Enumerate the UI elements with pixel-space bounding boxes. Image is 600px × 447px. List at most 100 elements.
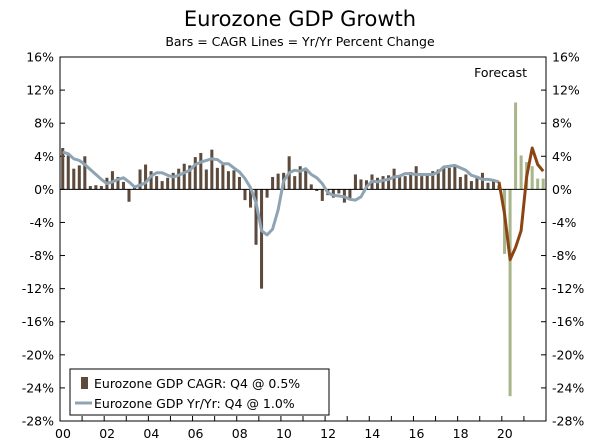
y-tick-label-left: -8% xyxy=(30,248,54,263)
x-tick-label: 06 xyxy=(188,426,204,441)
cagr-bar xyxy=(237,176,241,190)
cagr-bar xyxy=(425,173,429,190)
cagr-bar xyxy=(353,174,357,190)
cagr-bar xyxy=(77,165,81,190)
cagr-bar xyxy=(254,189,258,245)
cagr-bar xyxy=(260,189,264,289)
cagr-bar xyxy=(315,189,319,192)
cagr-bar xyxy=(221,164,225,190)
cagr-bar xyxy=(398,176,402,190)
cagr-bar xyxy=(304,169,308,190)
cagr-bar xyxy=(155,176,159,190)
cagr-bar xyxy=(464,174,468,190)
y-tick-label-left: -20% xyxy=(22,347,54,362)
cagr-bar xyxy=(514,102,518,190)
x-tick-label: 20 xyxy=(497,426,513,441)
y-tick-label-left: 0% xyxy=(34,182,54,197)
cagr-bar xyxy=(276,173,280,190)
chart-subtitle: Bars = CAGR Lines = Yr/Yr Percent Change xyxy=(165,34,435,49)
cagr-bar xyxy=(381,176,385,190)
cagr-bar xyxy=(248,189,253,208)
cagr-bar xyxy=(232,170,236,190)
legend-line-label: Eurozone GDP Yr/Yr: Q4 @ 1.0% xyxy=(94,396,295,411)
cagr-bar xyxy=(127,189,131,202)
yoy-line-historical xyxy=(62,150,500,237)
cagr-bar xyxy=(265,189,269,198)
y-tick-label-right: 4% xyxy=(552,149,572,164)
cagr-bar xyxy=(298,166,302,190)
y-tick-label-left: 12% xyxy=(26,83,54,98)
cagr-bar xyxy=(403,176,407,190)
x-tick-label: 02 xyxy=(99,426,115,441)
y-tick-label-right: 16% xyxy=(552,50,580,65)
cagr-bar xyxy=(66,155,70,190)
cagr-bar xyxy=(436,169,440,190)
forecast-label: Forecast xyxy=(474,65,527,80)
x-tick-label: 04 xyxy=(143,426,159,441)
y-tick-label-left: 4% xyxy=(34,149,54,164)
cagr-bar xyxy=(331,189,335,198)
cagr-bar xyxy=(486,182,490,190)
cagr-bar xyxy=(491,180,496,190)
y-tick-label-right: 0% xyxy=(552,182,572,197)
cagr-bar xyxy=(177,168,181,190)
cagr-bar xyxy=(61,148,65,190)
cagr-bar xyxy=(469,181,473,190)
y-tick-label-right: -4% xyxy=(552,215,576,230)
y-axis-left: 16% 12% 8% 4% 0% -4% -8% -12% -16% -20% -24% -28% xyxy=(22,50,65,429)
cagr-bar xyxy=(121,181,126,190)
cagr-bar xyxy=(193,157,197,190)
y-tick-label-left: -28% xyxy=(22,414,54,429)
cagr-bar xyxy=(458,176,462,190)
cagr-bar xyxy=(226,171,230,190)
y-tick-label-right: -24% xyxy=(552,380,584,395)
legend-bar-label: Eurozone GDP CAGR: Q4 @ 0.5% xyxy=(94,376,300,391)
yoy-line xyxy=(62,146,545,262)
cagr-bar xyxy=(447,167,451,190)
y-tick-label-right: -28% xyxy=(552,414,584,429)
y-tick-label-right: -8% xyxy=(552,248,576,263)
y-tick-label-right: -16% xyxy=(552,314,584,329)
x-tick-label: 08 xyxy=(232,426,248,441)
cagr-bar xyxy=(530,166,534,190)
cagr-bar xyxy=(94,185,98,190)
cagr-bar xyxy=(243,189,247,201)
cagr-bar xyxy=(442,166,446,190)
cagr-bar xyxy=(309,184,313,190)
cagr-bar xyxy=(215,167,219,190)
cagr-bar xyxy=(376,177,380,190)
cagr-bar xyxy=(392,168,396,190)
x-tick-label: 00 xyxy=(55,426,71,441)
cagr-bar xyxy=(210,149,214,190)
y-tick-label-left: 8% xyxy=(34,116,54,131)
yoy-line-forecast xyxy=(497,146,545,262)
cagr-bar xyxy=(116,176,120,190)
legend-box xyxy=(69,368,330,416)
cagr-bar xyxy=(171,172,175,190)
x-tick-label: 14 xyxy=(364,426,380,441)
y-tick-label-right: -12% xyxy=(552,281,584,296)
cagr-bar xyxy=(199,152,203,190)
x-tick-label: 16 xyxy=(409,426,425,441)
cagr-bar xyxy=(83,156,87,190)
y-tick-label-left: -24% xyxy=(22,380,54,395)
cagr-bar xyxy=(475,176,479,190)
x-tick-label: 12 xyxy=(320,426,336,441)
cagr-bar xyxy=(182,163,186,190)
cagr-bar xyxy=(144,164,148,190)
x-axis: 00 02 04 06 08 10 12 14 16 18 20 xyxy=(55,416,547,441)
cagr-bar xyxy=(480,172,484,190)
cagr-bar xyxy=(160,181,164,190)
cagr-bar xyxy=(508,189,512,397)
x-tick-label: 10 xyxy=(276,426,292,441)
y-tick-label-left: -16% xyxy=(22,314,54,329)
cagr-bar xyxy=(72,168,76,190)
y-tick-label-right: -20% xyxy=(552,347,584,362)
cagr-bar xyxy=(166,177,170,190)
cagr-bar xyxy=(320,189,324,201)
cagr-bar xyxy=(188,165,192,190)
y-tick-label-left: -12% xyxy=(22,281,54,296)
y-tick-label-left: 16% xyxy=(26,50,54,65)
cagr-bar xyxy=(541,178,545,190)
